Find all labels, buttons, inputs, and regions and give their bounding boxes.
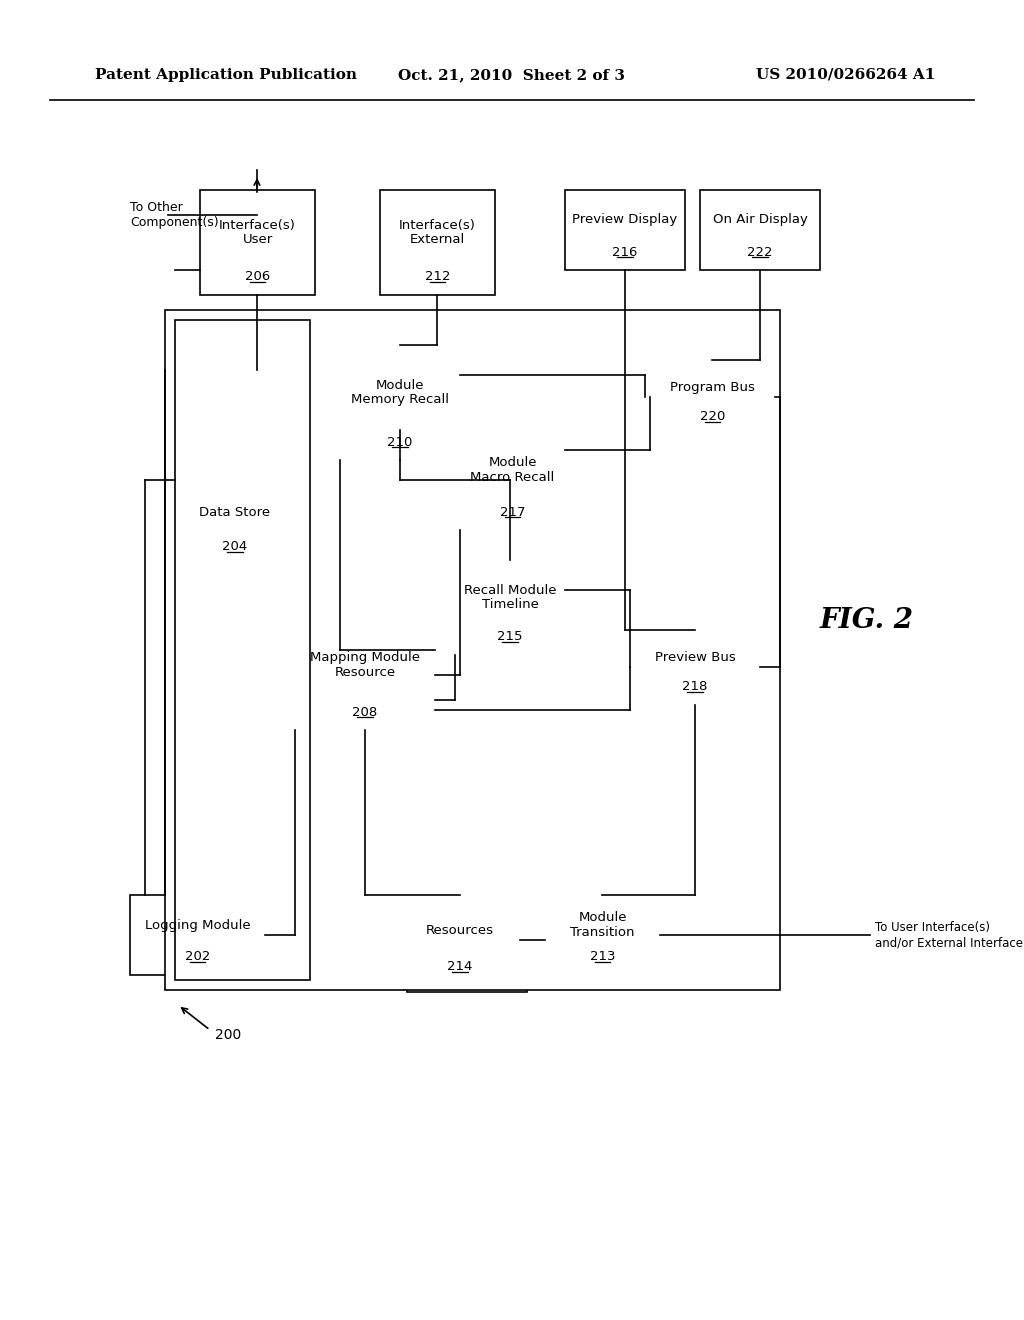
Text: 204: 204 (222, 540, 248, 553)
Bar (407, 902, 527, 993)
Text: To User Interface(s)
and/or External Interface(s): To User Interface(s) and/or External Int… (874, 921, 1024, 949)
Text: 208: 208 (352, 705, 378, 718)
Text: Program Bus: Program Bus (670, 381, 755, 393)
Text: Data Store: Data Store (200, 506, 270, 519)
Text: 213: 213 (590, 950, 615, 964)
Text: Module: Module (376, 379, 424, 392)
Text: Preview Bus: Preview Bus (654, 651, 735, 664)
Text: Preview Display: Preview Display (572, 214, 678, 227)
Bar (460, 430, 565, 531)
Bar (545, 895, 660, 975)
Bar (630, 630, 760, 705)
Text: Macro Recall: Macro Recall (470, 471, 555, 483)
Bar (565, 190, 685, 271)
Text: External: External (410, 234, 465, 246)
Text: FIG. 2: FIG. 2 (820, 606, 914, 634)
Bar (400, 895, 520, 985)
Bar (175, 480, 295, 565)
Text: On Air Display: On Air Display (713, 214, 808, 227)
Bar (650, 360, 775, 436)
Text: Resource: Resource (335, 665, 395, 678)
Bar (340, 345, 460, 459)
Text: Recall Module: Recall Module (464, 583, 556, 597)
Bar (200, 190, 315, 294)
Text: Module: Module (488, 457, 537, 470)
Text: 215: 215 (498, 631, 522, 644)
Text: 202: 202 (184, 950, 210, 964)
Text: Transition: Transition (570, 925, 635, 939)
Text: To Other
Component(s): To Other Component(s) (130, 201, 219, 228)
Text: 220: 220 (699, 411, 725, 424)
Text: 210: 210 (387, 436, 413, 449)
Text: 206: 206 (245, 271, 270, 284)
Bar (380, 190, 495, 294)
Text: Logging Module: Logging Module (144, 919, 250, 932)
Text: 216: 216 (612, 246, 638, 259)
Text: US 2010/0266264 A1: US 2010/0266264 A1 (756, 69, 935, 82)
Text: 217: 217 (500, 506, 525, 519)
Text: Patent Application Publication: Patent Application Publication (95, 69, 357, 82)
Text: 200: 200 (215, 1028, 242, 1041)
Text: Resources: Resources (426, 924, 494, 936)
Text: 218: 218 (682, 681, 708, 693)
Bar (130, 895, 265, 975)
Text: 212: 212 (425, 271, 451, 284)
Text: Interface(s): Interface(s) (219, 219, 296, 232)
Text: Interface(s): Interface(s) (399, 219, 476, 232)
Text: Memory Recall: Memory Recall (351, 393, 449, 407)
Bar (295, 620, 435, 730)
Bar (700, 190, 820, 271)
Text: Oct. 21, 2010  Sheet 2 of 3: Oct. 21, 2010 Sheet 2 of 3 (398, 69, 626, 82)
Bar (175, 319, 310, 979)
Text: 222: 222 (748, 246, 773, 259)
Text: User: User (243, 234, 272, 246)
Text: Timeline: Timeline (481, 598, 539, 611)
Bar (455, 560, 565, 655)
Bar (165, 310, 780, 990)
Text: Module: Module (579, 911, 627, 924)
Text: Mapping Module: Mapping Module (310, 651, 420, 664)
Text: 214: 214 (447, 961, 473, 974)
